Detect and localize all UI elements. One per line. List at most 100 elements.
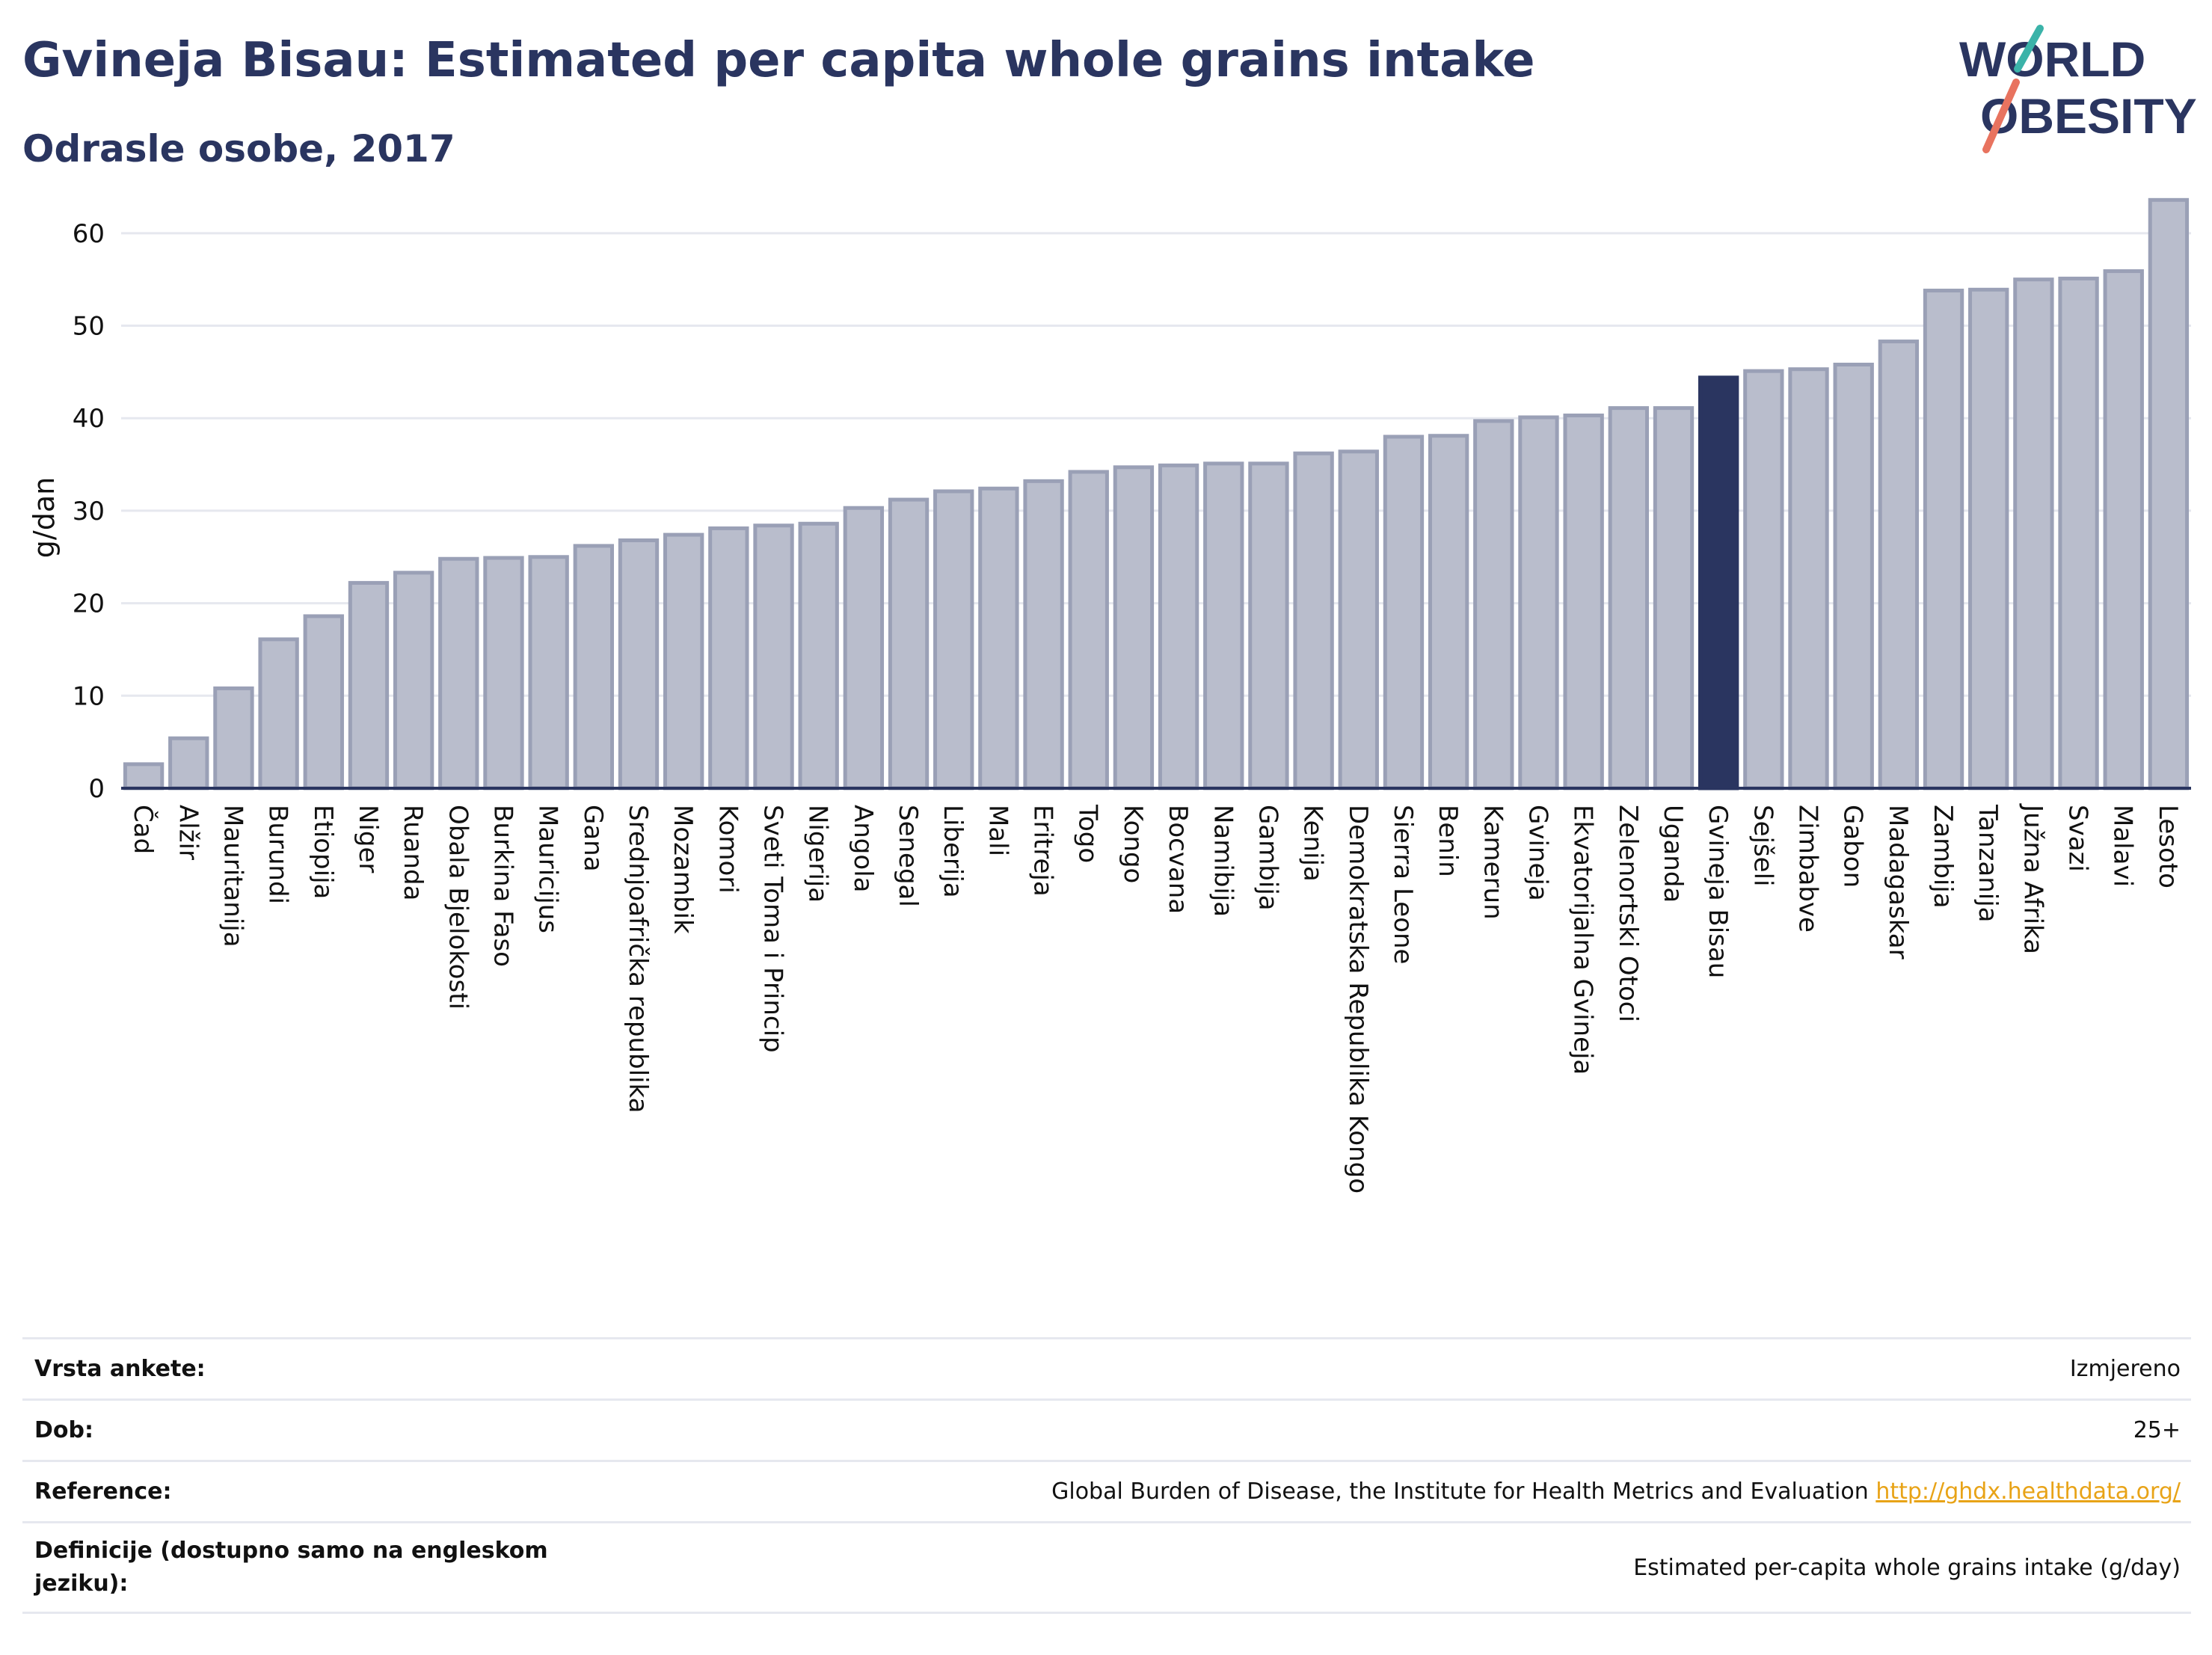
x-tick-label: Južna Afrika bbox=[2018, 803, 2047, 954]
x-tick-label: Gana bbox=[578, 805, 608, 872]
x-tick-label: Benin bbox=[1433, 805, 1463, 877]
metadata-value-container: Estimated per-capita whole grains intake… bbox=[1633, 1555, 2191, 1581]
bar[interactable] bbox=[303, 614, 344, 790]
x-tick-label: Tanzanija bbox=[1973, 804, 2003, 922]
bar[interactable] bbox=[1473, 419, 1514, 790]
bar[interactable] bbox=[1068, 470, 1109, 790]
y-tick-label: 30 bbox=[73, 497, 105, 526]
x-tick-label: Niger bbox=[353, 805, 383, 873]
bar[interactable] bbox=[348, 580, 390, 790]
y-tick-label: 60 bbox=[73, 219, 105, 249]
x-tick-label: Angola bbox=[848, 805, 878, 892]
bar[interactable] bbox=[1248, 461, 1289, 790]
x-tick-label: Ekvatorijalna Gvineja bbox=[1568, 805, 1598, 1075]
x-tick-label: Madagaskar bbox=[1883, 805, 1913, 959]
metadata-row: Definicije (dostupno samo na engleskom j… bbox=[22, 1521, 2191, 1614]
bar[interactable] bbox=[933, 489, 974, 790]
metadata-value: Izmjereno bbox=[2069, 1356, 2181, 1382]
bar[interactable] bbox=[2058, 276, 2099, 790]
metadata-value-container: Izmjereno bbox=[2070, 1356, 2191, 1382]
bar[interactable] bbox=[1518, 415, 1559, 790]
bar[interactable] bbox=[258, 637, 299, 790]
bar[interactable] bbox=[1158, 463, 1199, 790]
metadata-row: Dob: 25+ bbox=[22, 1398, 2191, 1460]
x-tick-label: Namibija bbox=[1208, 805, 1238, 917]
bar[interactable] bbox=[978, 486, 1019, 790]
bar[interactable] bbox=[1743, 369, 1784, 790]
metadata-value-container: Global Burden of Disease, the Institute … bbox=[1051, 1479, 2191, 1505]
bar[interactable] bbox=[1113, 465, 1155, 790]
x-tick-label: Uganda bbox=[1658, 805, 1688, 903]
x-tick-label: Bocvana bbox=[1163, 805, 1193, 914]
logo-text-obesity: OBESITY bbox=[1980, 88, 2197, 144]
y-tick-label: 40 bbox=[73, 404, 105, 434]
bar[interactable] bbox=[213, 686, 254, 790]
bar[interactable] bbox=[2103, 269, 2144, 790]
world-obesity-logo: WORLD OBESITY bbox=[1959, 25, 2197, 153]
bar[interactable] bbox=[483, 556, 524, 790]
bar[interactable] bbox=[1023, 479, 1064, 790]
bar[interactable] bbox=[393, 571, 434, 790]
x-tick-label: Alžir bbox=[173, 805, 203, 860]
bar[interactable] bbox=[168, 736, 209, 790]
bar[interactable] bbox=[123, 762, 165, 790]
x-tick-label: Gvineja bbox=[1523, 805, 1552, 901]
bar[interactable] bbox=[753, 523, 794, 790]
bar[interactable] bbox=[663, 532, 704, 790]
metadata-key: Dob: bbox=[34, 1416, 93, 1443]
chart-subtitle: Odrasle osobe, 2017 bbox=[22, 127, 455, 171]
x-tick-label: Mozambik bbox=[668, 805, 698, 934]
x-tick-label: Komori bbox=[713, 805, 743, 894]
x-tick-label: Mauritanija bbox=[218, 805, 248, 948]
bar[interactable] bbox=[2148, 197, 2190, 790]
y-tick-label: 50 bbox=[73, 312, 105, 342]
bar[interactable] bbox=[1293, 451, 1334, 790]
bars bbox=[123, 197, 2190, 790]
x-tick-label: Srednjoafrička republika bbox=[623, 805, 653, 1113]
x-tick-label: Zelenortski Otoci bbox=[1613, 805, 1643, 1022]
x-tick-label: Sveti Toma i Princip bbox=[758, 805, 788, 1053]
bar[interactable] bbox=[798, 521, 839, 790]
x-tick-label: Sejšeli bbox=[1748, 805, 1778, 886]
x-tick-label: Gvineja Bisau bbox=[1703, 805, 1733, 978]
bar[interactable] bbox=[438, 556, 479, 790]
bar[interactable] bbox=[1923, 289, 1964, 790]
bar[interactable] bbox=[2013, 277, 2054, 790]
chart-title: Gvineja Bisau: Estimated per capita whol… bbox=[22, 33, 1535, 88]
x-tick-label: Zambija bbox=[1928, 805, 1958, 909]
bar[interactable] bbox=[708, 526, 749, 790]
x-tick-label: Demokratska Republika Kongo bbox=[1343, 805, 1373, 1194]
bar[interactable] bbox=[1878, 340, 1920, 790]
metadata-value: Global Burden of Disease, the Institute … bbox=[1051, 1479, 1869, 1505]
x-tick-label: Sierra Leone bbox=[1388, 805, 1418, 964]
bar[interactable] bbox=[1968, 287, 2009, 790]
bar[interactable] bbox=[1653, 406, 1695, 790]
metadata-value: 25+ bbox=[2133, 1417, 2181, 1443]
bar[interactable] bbox=[1608, 406, 1649, 790]
x-tick-label: Mauricijus bbox=[533, 805, 563, 933]
bar[interactable] bbox=[1428, 434, 1469, 790]
bar-highlight[interactable] bbox=[1698, 375, 1739, 790]
bar[interactable] bbox=[1833, 362, 1874, 790]
bar[interactable] bbox=[618, 538, 660, 790]
bar[interactable] bbox=[843, 506, 885, 790]
bar[interactable] bbox=[1338, 449, 1379, 790]
bar[interactable] bbox=[573, 544, 614, 790]
bar[interactable] bbox=[1788, 367, 1829, 790]
bar[interactable] bbox=[528, 555, 569, 790]
bar-chart: 0 10 20 30 40 50 60 Čad Alžir Mauritanija Burundi… bbox=[28, 197, 2191, 1194]
x-tick-label: Nigerija bbox=[803, 805, 833, 903]
bar[interactable] bbox=[888, 497, 930, 790]
bar[interactable] bbox=[1563, 414, 1604, 790]
y-tick-label: 0 bbox=[88, 774, 105, 804]
x-tick-label: Kongo bbox=[1118, 805, 1148, 883]
metadata-row: Vrsta ankete: Izmjereno bbox=[22, 1337, 2191, 1398]
x-tick-label: Eritreja bbox=[1028, 805, 1058, 897]
x-tick-label: Etiopija bbox=[308, 805, 338, 899]
metadata-key: Vrsta ankete: bbox=[34, 1355, 206, 1382]
reference-link[interactable]: http://ghdx.healthdata.org/ bbox=[1875, 1479, 2181, 1505]
bar[interactable] bbox=[1203, 461, 1244, 790]
bar[interactable] bbox=[1383, 435, 1425, 790]
metadata-row: Reference: Global Burden of Disease, the … bbox=[22, 1460, 2191, 1521]
x-tick-label: Mali bbox=[983, 805, 1013, 856]
